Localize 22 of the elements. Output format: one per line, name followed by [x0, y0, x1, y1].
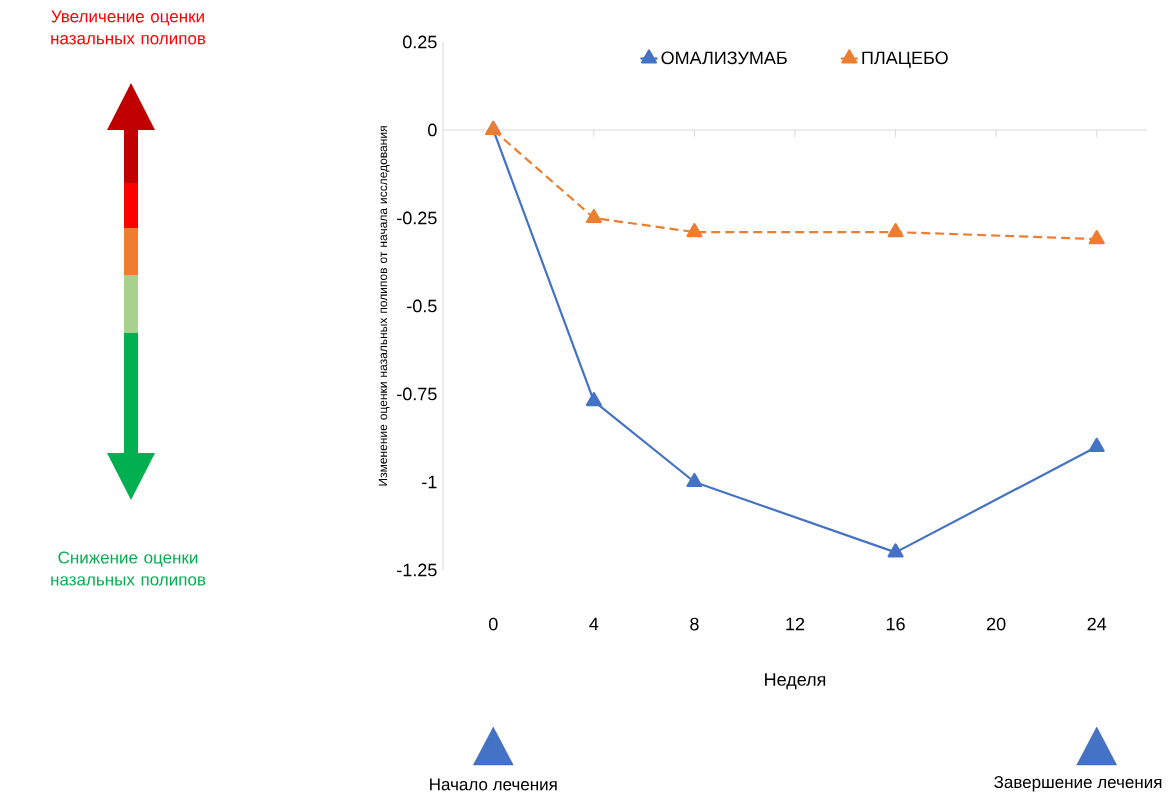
x-tick-label: 16	[886, 617, 905, 631]
y-tick-label: -0.25	[397, 211, 437, 225]
y-tick-label: 0	[428, 123, 437, 137]
y-tick-label: -0.5	[407, 299, 437, 313]
y-tick-label: 0.25	[403, 35, 437, 49]
text: Увеличение оценки назальных полипов	[51, 10, 206, 45]
text: Начало лечения	[430, 778, 557, 791]
x-tick-label: 0	[488, 617, 498, 631]
legend-label: ОМАЛИЗУМАБ	[661, 51, 787, 65]
y-tick-label: -1	[422, 475, 437, 489]
text: Снижение оценки назальных полипов	[51, 551, 206, 586]
x-tick-label: 8	[690, 617, 699, 631]
x-tick-label: 24	[1087, 617, 1107, 631]
y-tick-label: -1.25	[397, 563, 437, 577]
x-tick-label: 12	[786, 617, 805, 631]
y-axis-title: Изменение оценки назальных полипов от начала исследования	[378, 126, 390, 486]
x-tick-label: 4	[589, 617, 599, 631]
x-tick-label: 20	[987, 617, 1006, 631]
text: Завершение лечения	[994, 776, 1162, 792]
x-axis-title: Неделя	[765, 673, 826, 690]
legend-label: ПЛАЦЕБО	[862, 51, 948, 68]
y-tick-label: -0.75	[397, 387, 437, 401]
